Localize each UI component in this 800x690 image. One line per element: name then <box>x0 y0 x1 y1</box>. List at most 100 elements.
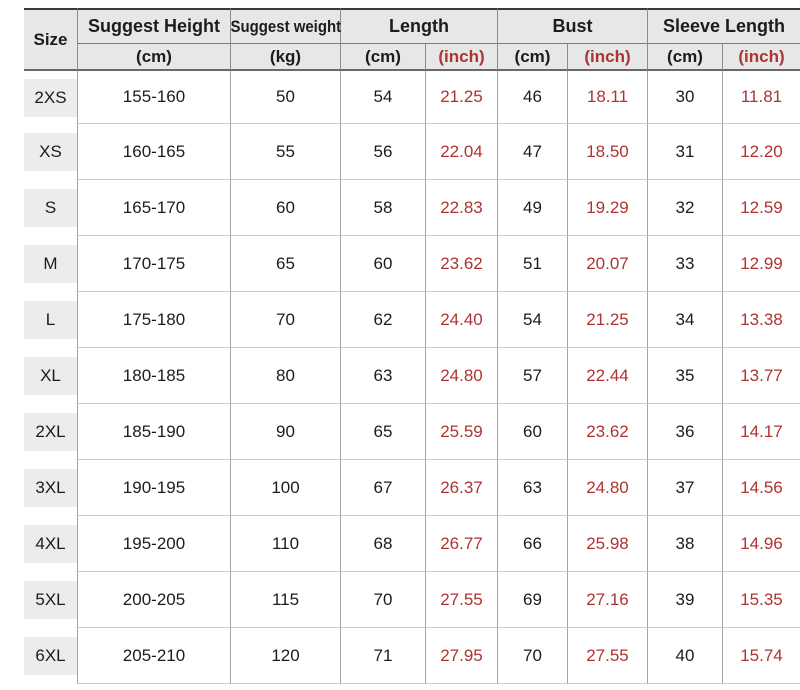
length-cm-cell: 63 <box>340 348 425 404</box>
height-cell: 200-205 <box>77 572 230 628</box>
sleeve-cm-cell: 32 <box>647 180 722 236</box>
length-inch-cell: 22.83 <box>425 180 497 236</box>
height-cell: 195-200 <box>77 516 230 572</box>
header-bust: Bust <box>497 8 647 44</box>
size-label: XL <box>24 357 77 395</box>
weight-cell: 110 <box>230 516 340 572</box>
header-suggest-height: Suggest Height <box>77 8 230 44</box>
bust-cm-cell: 70 <box>497 628 567 684</box>
sleeve-inch-cell: 12.99 <box>722 236 800 292</box>
size-cell: S <box>0 180 77 236</box>
size-cell: 4XL <box>0 516 77 572</box>
bust-inch-cell: 22.44 <box>567 348 647 404</box>
bust-cm-cell: 66 <box>497 516 567 572</box>
length-cm-cell: 71 <box>340 628 425 684</box>
bust-cm-cell: 46 <box>497 71 567 124</box>
length-cm-cell: 54 <box>340 71 425 124</box>
sleeve-inch-cell: 15.35 <box>722 572 800 628</box>
sleeve-inch-cell: 14.56 <box>722 460 800 516</box>
weight-cell: 70 <box>230 292 340 348</box>
sleeve-cm-cell: 33 <box>647 236 722 292</box>
weight-cell: 50 <box>230 71 340 124</box>
size-cell: 5XL <box>0 572 77 628</box>
bust-inch-cell: 18.50 <box>567 124 647 180</box>
bust-cm-cell: 54 <box>497 292 567 348</box>
header-size: Size <box>24 8 77 71</box>
size-cell: 2XL <box>0 404 77 460</box>
header-length: Length <box>340 8 497 44</box>
bust-cm-cell: 51 <box>497 236 567 292</box>
sleeve-cm-cell: 40 <box>647 628 722 684</box>
height-cell: 155-160 <box>77 71 230 124</box>
sleeve-cm-cell: 39 <box>647 572 722 628</box>
size-label: S <box>24 189 77 227</box>
sleeve-inch-cell: 14.17 <box>722 404 800 460</box>
length-inch-cell: 24.80 <box>425 348 497 404</box>
length-inch-cell: 23.62 <box>425 236 497 292</box>
height-cell: 170-175 <box>77 236 230 292</box>
height-cell: 205-210 <box>77 628 230 684</box>
size-cell: XL <box>0 348 77 404</box>
bust-inch-cell: 20.07 <box>567 236 647 292</box>
length-inch-cell: 26.37 <box>425 460 497 516</box>
weight-cell: 100 <box>230 460 340 516</box>
size-chart-table: Size Suggest Height Suggest weight Lengt… <box>0 8 800 684</box>
sleeve-cm-cell: 34 <box>647 292 722 348</box>
bust-cm-cell: 49 <box>497 180 567 236</box>
length-cm-cell: 67 <box>340 460 425 516</box>
bust-cm-cell: 57 <box>497 348 567 404</box>
length-cm-cell: 62 <box>340 292 425 348</box>
length-cm-cell: 56 <box>340 124 425 180</box>
height-cell: 185-190 <box>77 404 230 460</box>
length-cm-cell: 65 <box>340 404 425 460</box>
length-inch-cell: 27.95 <box>425 628 497 684</box>
weight-cell: 55 <box>230 124 340 180</box>
length-cm-cell: 70 <box>340 572 425 628</box>
unit-sleeve-inch: (inch) <box>722 44 800 71</box>
sleeve-cm-cell: 37 <box>647 460 722 516</box>
bust-inch-cell: 25.98 <box>567 516 647 572</box>
size-label: M <box>24 245 77 283</box>
bust-cm-cell: 60 <box>497 404 567 460</box>
weight-cell: 80 <box>230 348 340 404</box>
size-cell: XS <box>0 124 77 180</box>
bust-inch-cell: 27.16 <box>567 572 647 628</box>
weight-cell: 115 <box>230 572 340 628</box>
header-suggest-weight: Suggest weight <box>230 8 341 44</box>
bust-inch-cell: 18.11 <box>567 71 647 124</box>
bust-cm-cell: 47 <box>497 124 567 180</box>
unit-length-cm: (cm) <box>340 44 425 71</box>
size-label: 2XL <box>24 413 77 451</box>
length-inch-cell: 22.04 <box>425 124 497 180</box>
weight-cell: 60 <box>230 180 340 236</box>
bust-cm-cell: 69 <box>497 572 567 628</box>
sleeve-inch-cell: 13.77 <box>722 348 800 404</box>
size-label: L <box>24 301 77 339</box>
height-cell: 190-195 <box>77 460 230 516</box>
size-label: XS <box>24 133 77 171</box>
sleeve-cm-cell: 31 <box>647 124 722 180</box>
sleeve-inch-cell: 13.38 <box>722 292 800 348</box>
bust-inch-cell: 23.62 <box>567 404 647 460</box>
weight-cell: 65 <box>230 236 340 292</box>
size-cell: 6XL <box>0 628 77 684</box>
bust-inch-cell: 21.25 <box>567 292 647 348</box>
sleeve-inch-cell: 12.59 <box>722 180 800 236</box>
size-cell: L <box>0 292 77 348</box>
height-cell: 180-185 <box>77 348 230 404</box>
height-cell: 160-165 <box>77 124 230 180</box>
bust-inch-cell: 24.80 <box>567 460 647 516</box>
length-inch-cell: 21.25 <box>425 71 497 124</box>
sleeve-cm-cell: 30 <box>647 71 722 124</box>
length-cm-cell: 60 <box>340 236 425 292</box>
size-label: 2XS <box>24 78 77 117</box>
size-cell: M <box>0 236 77 292</box>
length-inch-cell: 25.59 <box>425 404 497 460</box>
sleeve-cm-cell: 38 <box>647 516 722 572</box>
bust-inch-cell: 27.55 <box>567 628 647 684</box>
weight-cell: 90 <box>230 404 340 460</box>
size-label: 6XL <box>24 637 77 675</box>
sleeve-inch-cell: 11.81 <box>722 71 800 124</box>
length-cm-cell: 58 <box>340 180 425 236</box>
size-label: 3XL <box>24 469 77 507</box>
